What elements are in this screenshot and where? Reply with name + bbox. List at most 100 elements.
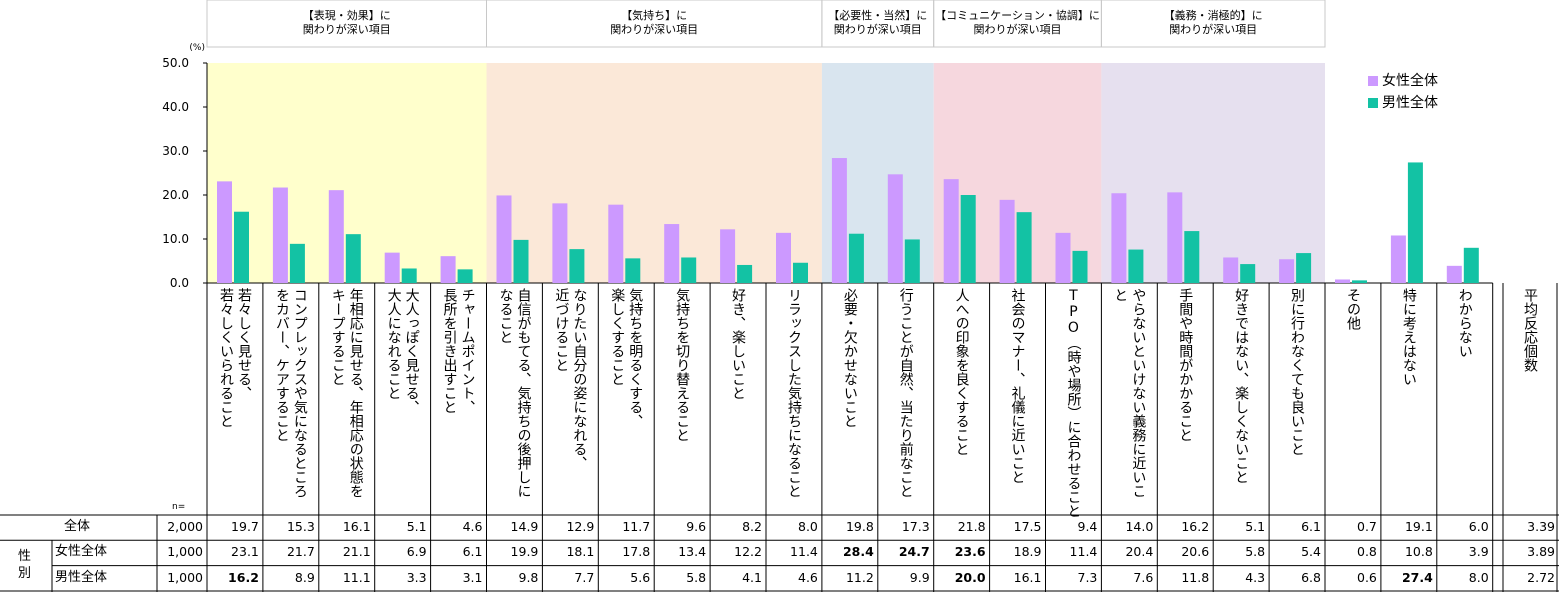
bar-men: [1016, 212, 1032, 283]
table-cell: 5.1: [1245, 519, 1266, 534]
table-cell: 5.8: [686, 569, 707, 585]
category-label: わからない: [1456, 288, 1473, 358]
bar-women: [1055, 232, 1071, 283]
table-cell: 14.9: [510, 519, 539, 534]
bar-men: [569, 249, 585, 283]
category-label: やらないといけない義務に近いこ と: [1112, 288, 1147, 498]
category-label: なりたい自分の姿になれる、 近づけること: [553, 288, 588, 470]
table-row-label: 全体: [64, 519, 91, 534]
bar-men: [848, 233, 864, 283]
table-cell: 0.6: [1357, 569, 1377, 585]
y-tick-label: 10.0: [162, 232, 189, 246]
table-cell: 9.4: [1077, 519, 1098, 534]
table-cell: 20.6: [1181, 544, 1210, 560]
table-row-label: 男性全体: [55, 569, 108, 585]
category-label: 必要・欠かせないこと: [841, 288, 858, 428]
category-label: TPO（時や場所）に合わせること: [1065, 288, 1082, 518]
bar-women: [943, 179, 959, 283]
table-cell: 21.7: [286, 544, 315, 560]
group-title: 【義務・消極的】に 関わりが深い項目: [1163, 9, 1263, 36]
category-label: 若々しく見せる、 若々しくいられること: [217, 288, 252, 428]
table-cell: 19.7: [231, 519, 259, 534]
table-cell: 8.9: [294, 569, 315, 585]
table-cell: 3.3: [406, 569, 427, 585]
bar-women: [1279, 259, 1295, 283]
bar-men: [960, 195, 976, 283]
legend-item: 男性全体: [1368, 92, 1438, 112]
y-tick-label: 40.0: [162, 100, 189, 114]
bar-men: [737, 264, 753, 283]
table-cell: 9.9: [909, 569, 930, 585]
table-cell: 4.6: [798, 569, 818, 585]
y-tick-label: 50.0: [162, 56, 189, 70]
table-cell: 19.1: [1404, 519, 1433, 534]
bar-women: [831, 158, 847, 283]
table-cell: 5.4: [1301, 544, 1321, 560]
bar-men: [1184, 231, 1200, 283]
bar-men: [1463, 247, 1479, 283]
table-cell: 18.9: [1013, 544, 1042, 560]
bar-women: [1167, 192, 1183, 283]
legend-item: 女性全体: [1368, 70, 1438, 90]
group-title: 【表現・効果】に 関わりが深い項目: [302, 9, 391, 36]
table-cell: 8.0: [1468, 569, 1489, 585]
table-cell: 11.4: [790, 544, 818, 560]
bar-women: [1111, 193, 1127, 283]
category-label: リラックスした気持ちになること: [785, 288, 802, 498]
table-cell: 27.4: [1401, 569, 1433, 585]
table-cell: 18.1: [566, 544, 595, 560]
table-cell: 11.7: [622, 519, 651, 534]
table-cell: 12.9: [566, 519, 595, 534]
category-label: 手間や時間がかかること: [1177, 288, 1194, 442]
bar-men: [1128, 249, 1144, 283]
table-cell: 6.0: [1468, 519, 1489, 534]
y-tick-label: 20.0: [162, 188, 189, 202]
table-cell: 20.0: [954, 569, 986, 585]
table-cell: 20.4: [1125, 544, 1154, 560]
category-label: 好き、楽しいこと: [730, 288, 747, 400]
category-label: その他: [1344, 288, 1361, 330]
bar-men: [1407, 162, 1423, 283]
table-avg-value: 2.72: [1527, 569, 1555, 585]
table-cell: 12.2: [734, 544, 762, 560]
table-cell: 5.8: [1245, 544, 1266, 560]
table-cell: 9.6: [686, 519, 707, 534]
y-unit-label: (%): [189, 43, 205, 53]
category-label: 別に行わなくても良いこと: [1289, 288, 1306, 456]
table-cell: 10.8: [1404, 544, 1433, 560]
table-cell: 11.2: [845, 569, 874, 585]
category-label: コンプレックスや気になるところ をカバー、ケアすること: [273, 288, 308, 498]
legend-swatch: [1368, 98, 1378, 108]
bar-women: [608, 204, 624, 283]
bar-women: [887, 174, 903, 283]
table-cell: 4.1: [742, 569, 762, 585]
category-label: 人への印象を良くすること: [953, 288, 970, 456]
table-cell: 7.6: [1133, 569, 1154, 585]
bar-men: [401, 268, 417, 283]
group-header-box: [1100, 0, 1326, 48]
table-n-value: 2,000: [167, 519, 203, 534]
group-title: 【必要性・当然】に 関わりが深い項目: [828, 9, 928, 36]
bar-women: [776, 232, 791, 283]
table-cell: 4.3: [1245, 569, 1266, 585]
legend-label: 男性全体: [1382, 95, 1438, 111]
side-label: 性 別: [18, 549, 32, 582]
category-label: 行うことが自然、当たり前なこと: [897, 288, 914, 498]
y-tick-label: 30.0: [162, 144, 189, 158]
table-row-label: 女性全体: [55, 544, 108, 560]
avg-header: 平均反応個数: [1522, 288, 1538, 372]
table-cell: 19.8: [845, 519, 874, 534]
category-label: 特に考えはない: [1400, 288, 1417, 386]
table-cell: 21.8: [957, 519, 986, 534]
bar-men: [625, 258, 641, 283]
table-cell: 11.1: [342, 569, 371, 585]
bar-women: [1446, 265, 1462, 283]
table-cell: 6.9: [406, 544, 427, 560]
table-cell: 11.8: [1181, 569, 1210, 585]
bar-men: [345, 234, 361, 283]
category-label: チャームポイント、 長所を引き出すこと: [441, 288, 476, 414]
bar-women: [1390, 235, 1406, 283]
table-cell: 23.6: [954, 544, 986, 560]
category-label: 大人っぽく見せる、 大人になれること: [385, 288, 420, 414]
